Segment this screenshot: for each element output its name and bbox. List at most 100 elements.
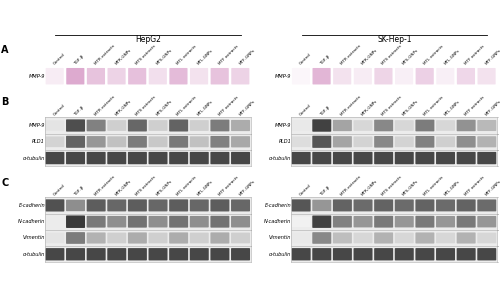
FancyBboxPatch shape [108,120,126,131]
FancyBboxPatch shape [478,233,496,243]
FancyBboxPatch shape [374,120,393,131]
FancyBboxPatch shape [354,200,372,211]
FancyBboxPatch shape [456,136,475,147]
FancyBboxPatch shape [66,232,85,244]
FancyBboxPatch shape [395,233,414,243]
FancyBboxPatch shape [354,248,372,260]
Text: MTL-GNPs: MTL-GNPs [443,48,460,66]
Text: MTF extracts: MTF extracts [464,44,485,66]
FancyBboxPatch shape [108,136,126,147]
FancyBboxPatch shape [292,248,310,260]
Text: MTF extracts: MTF extracts [218,95,239,117]
FancyBboxPatch shape [395,200,414,211]
Text: MTL-GNPs: MTL-GNPs [197,48,214,66]
Text: MTL-GNPs: MTL-GNPs [443,99,460,117]
FancyBboxPatch shape [190,152,209,164]
Text: Control: Control [298,104,312,117]
FancyBboxPatch shape [374,248,393,260]
Text: MTL extracts: MTL extracts [176,96,198,117]
FancyBboxPatch shape [374,200,393,211]
FancyBboxPatch shape [312,136,332,148]
FancyBboxPatch shape [333,136,352,147]
FancyBboxPatch shape [190,216,209,227]
FancyBboxPatch shape [128,120,147,131]
FancyBboxPatch shape [231,68,250,84]
FancyBboxPatch shape [46,199,64,212]
Text: MTS-GNPs: MTS-GNPs [402,48,419,66]
FancyBboxPatch shape [478,152,496,164]
Text: MTR-GNPs: MTR-GNPs [114,48,132,66]
FancyBboxPatch shape [46,248,64,260]
FancyBboxPatch shape [374,152,393,164]
FancyBboxPatch shape [436,216,455,227]
FancyBboxPatch shape [416,68,434,84]
FancyBboxPatch shape [190,68,208,84]
FancyBboxPatch shape [66,68,84,84]
FancyBboxPatch shape [231,233,250,243]
FancyBboxPatch shape [374,68,392,84]
FancyBboxPatch shape [128,216,147,228]
FancyBboxPatch shape [456,200,475,211]
FancyBboxPatch shape [46,120,64,131]
FancyBboxPatch shape [46,233,64,243]
Text: α-tubulin: α-tubulin [23,252,45,257]
FancyBboxPatch shape [108,152,126,164]
Text: α-tubulin: α-tubulin [23,156,45,160]
FancyBboxPatch shape [395,216,414,227]
FancyBboxPatch shape [210,120,230,131]
FancyBboxPatch shape [231,152,250,164]
Text: MTF-GNPs: MTF-GNPs [484,48,500,66]
FancyBboxPatch shape [128,68,146,84]
FancyBboxPatch shape [86,136,106,147]
Text: Control: Control [298,184,312,197]
FancyBboxPatch shape [395,136,414,147]
Text: MTR-GNPs: MTR-GNPs [114,179,132,197]
FancyBboxPatch shape [292,233,310,243]
FancyBboxPatch shape [190,136,209,147]
FancyBboxPatch shape [292,152,310,164]
FancyBboxPatch shape [128,248,147,260]
Text: MTL extracts: MTL extracts [176,176,198,197]
Text: Control: Control [52,52,66,66]
FancyBboxPatch shape [46,152,64,164]
Text: MTR extracts: MTR extracts [340,95,362,117]
FancyBboxPatch shape [456,232,475,244]
FancyBboxPatch shape [416,136,434,148]
Text: Vimentin: Vimentin [269,236,291,240]
FancyBboxPatch shape [108,216,126,227]
FancyBboxPatch shape [292,136,310,147]
Text: MTF-GNPs: MTF-GNPs [238,99,256,117]
Text: α-tubulin: α-tubulin [269,156,291,160]
Text: MTR extracts: MTR extracts [340,175,362,197]
Text: MMP-9: MMP-9 [28,123,45,128]
FancyBboxPatch shape [436,233,455,243]
FancyBboxPatch shape [190,200,209,211]
FancyBboxPatch shape [395,68,413,84]
FancyBboxPatch shape [190,120,209,131]
Text: MTS extracts: MTS extracts [135,95,156,117]
FancyBboxPatch shape [210,248,230,260]
FancyBboxPatch shape [128,200,147,211]
FancyBboxPatch shape [436,152,455,164]
FancyBboxPatch shape [456,120,475,131]
FancyBboxPatch shape [456,216,475,228]
FancyBboxPatch shape [292,68,310,84]
Text: MTS-GNPs: MTS-GNPs [156,179,174,197]
Text: MTL extracts: MTL extracts [422,176,444,197]
FancyBboxPatch shape [478,120,496,131]
FancyBboxPatch shape [210,232,230,244]
Text: MTL-GNPs: MTL-GNPs [197,99,214,117]
Text: MTS-GNPs: MTS-GNPs [156,48,174,66]
FancyBboxPatch shape [170,68,188,84]
FancyBboxPatch shape [354,136,372,147]
Text: MMP-9: MMP-9 [275,74,291,79]
FancyBboxPatch shape [210,136,230,148]
Text: MTS-GNPs: MTS-GNPs [402,179,419,197]
FancyBboxPatch shape [333,200,352,211]
Text: N-cadherin: N-cadherin [264,219,291,224]
FancyBboxPatch shape [148,136,168,147]
FancyBboxPatch shape [354,152,372,164]
Text: Control: Control [52,104,66,117]
Text: TGF-β: TGF-β [73,185,85,197]
Text: E-cadherin: E-cadherin [264,203,291,208]
